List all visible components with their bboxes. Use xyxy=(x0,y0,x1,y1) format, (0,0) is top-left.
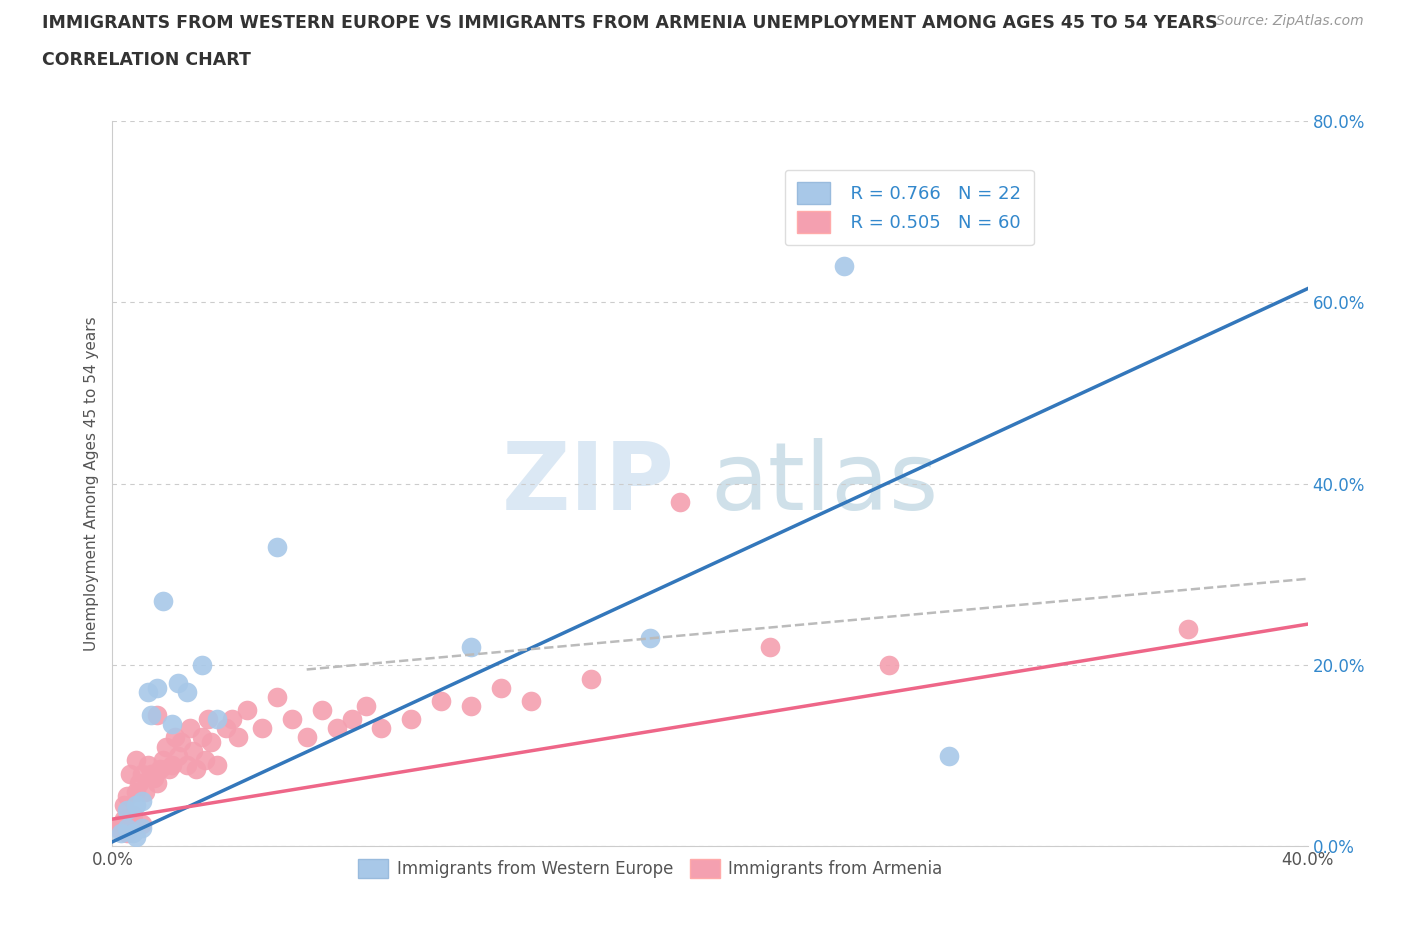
Point xyxy=(834,259,856,273)
Point xyxy=(138,757,160,772)
Point xyxy=(200,735,222,750)
Point xyxy=(266,539,288,554)
Point xyxy=(146,708,169,723)
Point xyxy=(221,712,243,727)
Point xyxy=(120,766,142,781)
Point xyxy=(114,798,135,813)
Point xyxy=(131,766,153,781)
Text: IMMIGRANTS FROM WESTERN EUROPE VS IMMIGRANTS FROM ARMENIA UNEMPLOYMENT AMONG AGE: IMMIGRANTS FROM WESTERN EUROPE VS IMMIGR… xyxy=(42,14,1218,32)
Point xyxy=(107,821,129,836)
Point xyxy=(460,698,482,713)
Point xyxy=(191,658,214,672)
Point xyxy=(759,640,782,655)
Point xyxy=(117,803,139,817)
Point xyxy=(226,730,249,745)
Point xyxy=(205,712,228,727)
Point xyxy=(191,730,214,745)
Point xyxy=(370,721,392,736)
Text: CORRELATION CHART: CORRELATION CHART xyxy=(42,51,252,69)
Point xyxy=(125,785,148,800)
Point xyxy=(460,640,482,655)
Point xyxy=(146,776,169,790)
Point xyxy=(141,708,163,723)
Point xyxy=(114,812,135,827)
Point xyxy=(205,757,228,772)
Point xyxy=(152,594,174,609)
Point xyxy=(1177,621,1199,636)
Point xyxy=(879,658,901,672)
Point xyxy=(110,817,132,831)
Point xyxy=(167,675,190,690)
Point xyxy=(120,817,142,831)
Text: Source: ZipAtlas.com: Source: ZipAtlas.com xyxy=(1216,14,1364,28)
Point xyxy=(356,698,378,713)
Point xyxy=(181,744,204,759)
Point xyxy=(669,495,692,510)
Point xyxy=(128,776,150,790)
Point xyxy=(146,680,169,695)
Legend: Immigrants from Western Europe, Immigrants from Armenia: Immigrants from Western Europe, Immigran… xyxy=(352,853,949,885)
Point xyxy=(131,821,153,836)
Y-axis label: Unemployment Among Ages 45 to 54 years: Unemployment Among Ages 45 to 54 years xyxy=(83,316,98,651)
Point xyxy=(157,762,180,777)
Point xyxy=(131,817,153,831)
Point xyxy=(122,807,145,822)
Point xyxy=(340,712,363,727)
Point xyxy=(141,766,163,781)
Point xyxy=(122,825,145,840)
Text: atlas: atlas xyxy=(710,438,938,529)
Point xyxy=(938,748,960,763)
Point xyxy=(194,752,217,767)
Point xyxy=(152,752,174,767)
Point xyxy=(143,771,166,786)
Point xyxy=(236,703,259,718)
Point xyxy=(170,735,193,750)
Point xyxy=(162,757,183,772)
Point xyxy=(311,703,333,718)
Point xyxy=(125,830,148,844)
Point xyxy=(250,721,273,736)
Point xyxy=(215,721,238,736)
Point xyxy=(176,757,198,772)
Point xyxy=(295,730,318,745)
Point xyxy=(281,712,304,727)
Point xyxy=(117,789,139,804)
Point xyxy=(266,689,288,704)
Point xyxy=(149,762,172,777)
Point xyxy=(489,680,512,695)
Point xyxy=(197,712,219,727)
Point xyxy=(110,825,132,840)
Point xyxy=(430,694,453,709)
Point xyxy=(640,631,662,645)
Text: ZIP: ZIP xyxy=(502,438,675,529)
Point xyxy=(165,730,187,745)
Point xyxy=(125,752,148,767)
Point xyxy=(162,716,183,731)
Point xyxy=(155,739,177,754)
Point xyxy=(117,821,139,836)
Point xyxy=(176,684,198,699)
Point xyxy=(579,671,602,686)
Point xyxy=(520,694,543,709)
Point xyxy=(186,762,208,777)
Point xyxy=(401,712,423,727)
Point xyxy=(117,825,139,840)
Point xyxy=(325,721,347,736)
Point xyxy=(134,785,156,800)
Point xyxy=(131,793,153,808)
Point xyxy=(167,748,190,763)
Point xyxy=(125,798,148,813)
Point xyxy=(179,721,201,736)
Point xyxy=(138,684,160,699)
